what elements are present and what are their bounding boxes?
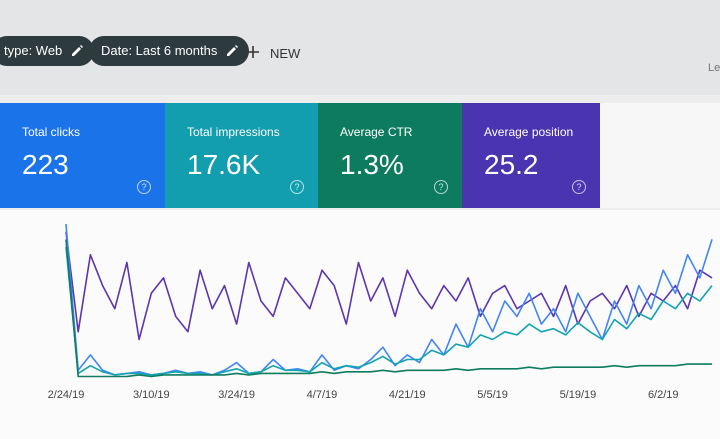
x-tick-label: 4/21/19 bbox=[389, 389, 426, 401]
help-icon[interactable]: ? bbox=[434, 180, 448, 194]
x-tick-label: 5/5/19 bbox=[477, 389, 508, 401]
edit-icon bbox=[72, 45, 84, 56]
toolbar: type: Web Date: Last 6 months NEW Le bbox=[0, 0, 720, 95]
metric-card[interactable]: Total impressions 17.6K? bbox=[165, 103, 318, 208]
metric-card[interactable]: Average CTR 1.3%? bbox=[318, 103, 462, 208]
metric-label: Total clicks bbox=[22, 125, 81, 139]
x-tick-label: 3/10/19 bbox=[133, 389, 170, 401]
x-tick-label: 6/2/19 bbox=[648, 389, 679, 401]
metric-value: 25.2 bbox=[484, 149, 539, 180]
button-text: NEW bbox=[270, 46, 301, 61]
metric-label: Average position bbox=[484, 125, 574, 139]
edit-icon bbox=[227, 45, 239, 56]
help-icon[interactable]: ? bbox=[290, 180, 304, 194]
series-line bbox=[65, 223, 713, 376]
chip-text: type: Web bbox=[4, 43, 63, 58]
new-button[interactable]: NEW bbox=[246, 46, 300, 61]
chart-bg bbox=[0, 210, 720, 439]
help-icon[interactable]: ? bbox=[572, 180, 586, 194]
chip-text: Date: Last 6 months bbox=[101, 43, 218, 58]
metric-label: Average CTR bbox=[340, 125, 413, 139]
cut-text: Le bbox=[708, 62, 720, 74]
help-icon[interactable]: ? bbox=[137, 180, 151, 194]
x-tick-label: 3/24/19 bbox=[218, 389, 255, 401]
x-tick-label: 4/7/19 bbox=[307, 389, 338, 401]
series-line bbox=[65, 239, 712, 378]
metric-label: Total impressions bbox=[187, 125, 280, 139]
metric-value: 17.6K bbox=[187, 149, 261, 180]
metric-value: 223 bbox=[22, 149, 69, 180]
x-tick-label: 5/19/19 bbox=[560, 389, 597, 401]
series-line bbox=[65, 231, 713, 341]
metric-card[interactable]: Total clicks 223? bbox=[0, 103, 165, 208]
x-tick-label: 2/24/19 bbox=[48, 389, 85, 401]
plus-icon bbox=[247, 46, 259, 58]
metric-value: 1.3% bbox=[340, 149, 404, 180]
metric-card[interactable]: Average position 25.2? bbox=[462, 103, 600, 208]
filter-chip[interactable]: Date: Last 6 months bbox=[89, 36, 250, 66]
metric-cards: Total clicks 223? Total impressions 17.6K? A… bbox=[0, 103, 720, 208]
filter-chip[interactable]: type: Web bbox=[0, 36, 95, 66]
chart: 2/24/19 3/10/19 3/24/19 4/7/19 4/21/19 5/5/19… bbox=[0, 210, 720, 439]
series-line bbox=[65, 247, 713, 376]
